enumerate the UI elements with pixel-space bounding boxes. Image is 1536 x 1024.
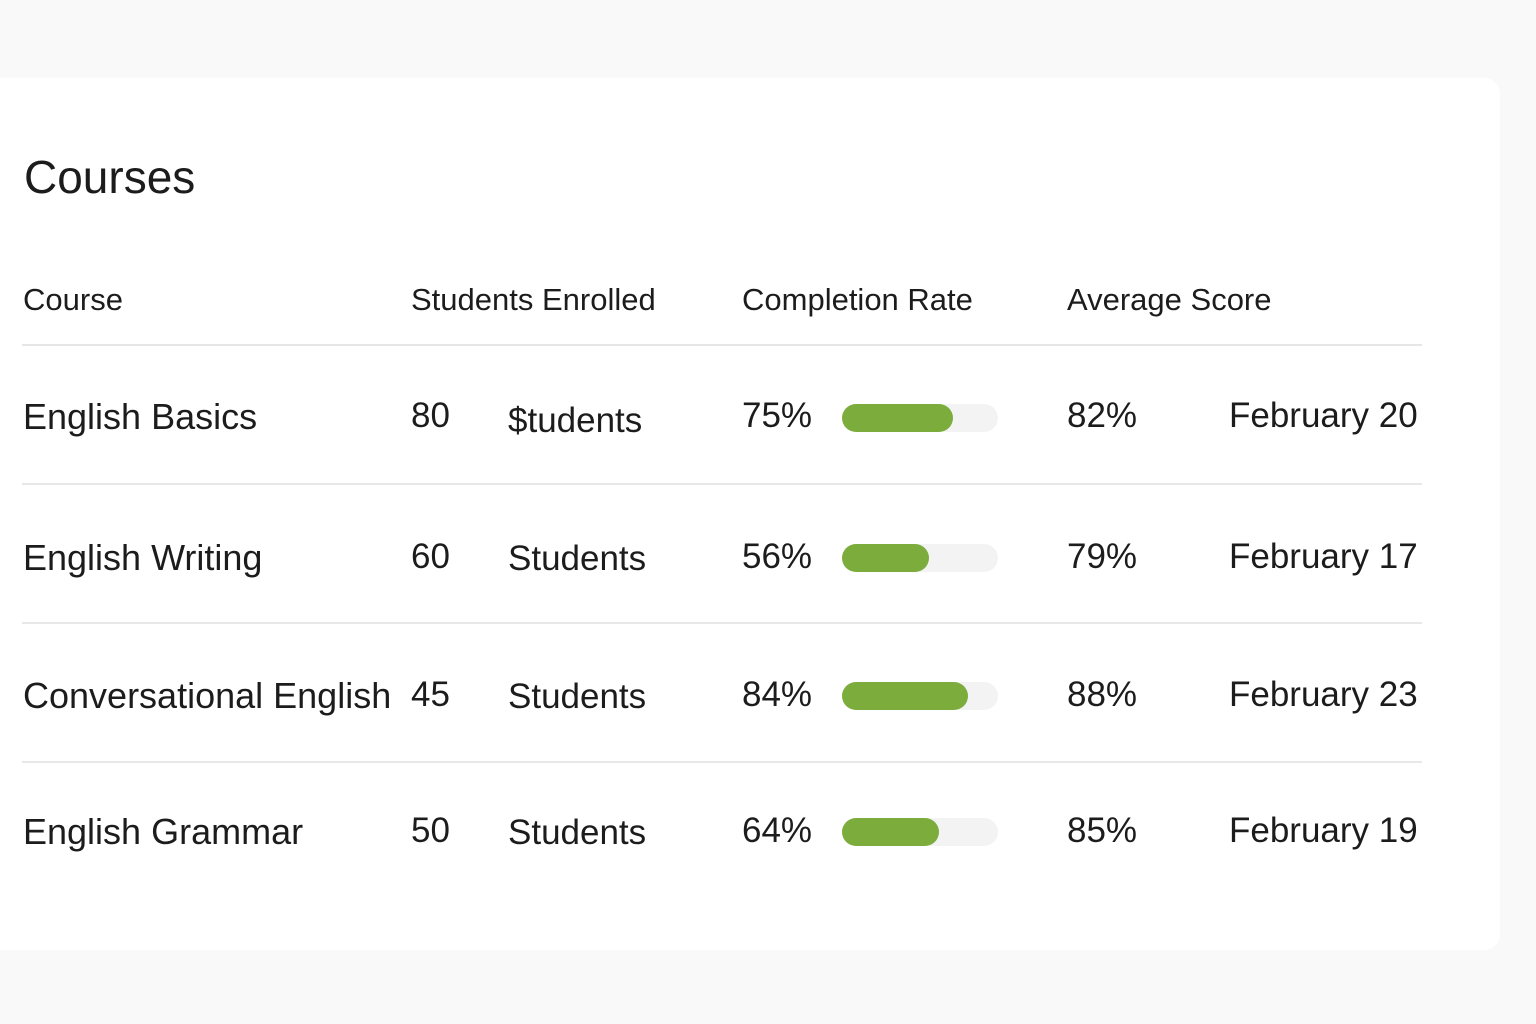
table-header: Course Students Enrolled Completion Rate… xyxy=(22,258,1422,346)
students-count: 60 xyxy=(411,537,450,576)
page-title: Courses xyxy=(24,151,196,203)
completion-percent: 56% xyxy=(742,537,813,576)
students-unit: Students xyxy=(508,677,647,716)
course-name: English Basics xyxy=(23,396,258,437)
completion-progress-bar xyxy=(842,682,998,710)
completion-percent: 64% xyxy=(742,811,813,850)
completion-progress-fill xyxy=(842,544,930,572)
completion-progress-fill xyxy=(842,682,969,710)
students-count: 80 xyxy=(411,396,450,435)
header-students-enrolled: Students Enrolled xyxy=(411,282,656,317)
completion-progress-bar xyxy=(842,544,998,572)
header-average-score: Average Score xyxy=(1067,282,1272,317)
students-unit: Students xyxy=(508,813,647,852)
average-score: 85% xyxy=(1067,811,1138,850)
students-unit: $tudents xyxy=(508,401,643,440)
average-score: 79% xyxy=(1067,537,1138,576)
completion-percent: 75% xyxy=(742,396,813,435)
table-row[interactable]: English Grammar 50 Students 64% 85% Febr… xyxy=(22,763,1422,900)
students-unit: Students xyxy=(508,539,647,578)
completion-progress-bar xyxy=(842,404,998,432)
table-row[interactable]: Conversational English 45 Students 84% 8… xyxy=(22,624,1422,763)
header-completion-rate: Completion Rate xyxy=(742,282,973,317)
students-count: 45 xyxy=(411,675,450,714)
course-name: English Writing xyxy=(23,537,263,578)
students-count: 50 xyxy=(411,811,450,850)
average-score: 88% xyxy=(1067,675,1138,714)
course-name: Conversational English xyxy=(23,675,392,716)
courses-table: Course Students Enrolled Completion Rate… xyxy=(22,258,1422,900)
course-date: February 17 xyxy=(1229,537,1418,576)
completion-progress-fill xyxy=(842,818,939,846)
table-row[interactable]: English Basics 80 $tudents 75% 82% Febru… xyxy=(22,346,1422,485)
courses-card xyxy=(0,78,1500,950)
course-name: English Grammar xyxy=(23,811,304,852)
completion-progress-fill xyxy=(842,404,953,432)
completion-percent: 84% xyxy=(742,675,813,714)
course-date: February 23 xyxy=(1229,675,1418,714)
course-date: February 20 xyxy=(1229,396,1418,435)
course-date: February 19 xyxy=(1229,811,1418,850)
completion-progress-bar xyxy=(842,818,998,846)
table-row[interactable]: English Writing 60 Students 56% 79% Febr… xyxy=(22,485,1422,624)
average-score: 82% xyxy=(1067,396,1138,435)
header-course: Course xyxy=(23,282,123,317)
